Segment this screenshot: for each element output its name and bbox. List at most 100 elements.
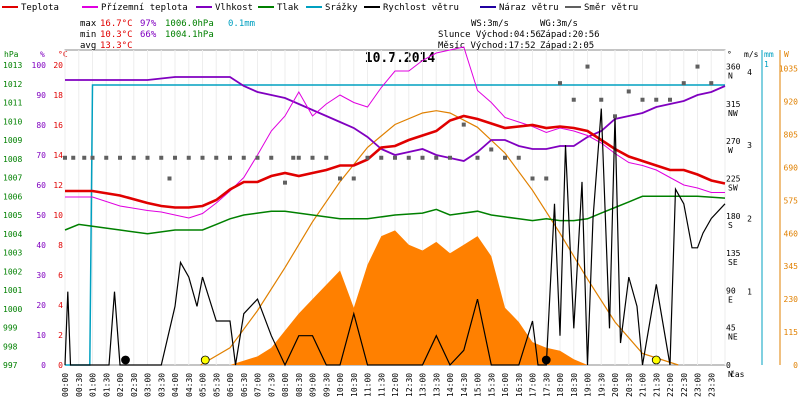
- tick-label-dir-compass: N: [728, 72, 733, 81]
- series-wind-speed: [64, 108, 726, 367]
- wind-dir-point: [626, 89, 631, 94]
- axis-unit-c: °C: [58, 50, 68, 59]
- legend-label-teplota: Teplota: [21, 3, 59, 13]
- wind-dir-point: [338, 176, 342, 181]
- astro-marker: [541, 355, 551, 365]
- wind-dir-point: [200, 155, 205, 160]
- wind-dir-point: [159, 155, 164, 160]
- wind-dir-point: [365, 155, 370, 160]
- tick-label-c: 10: [53, 211, 63, 220]
- tick-label-time: 12:00: [391, 373, 400, 397]
- tick-label-time: 11:30: [377, 373, 386, 397]
- wind-dir-point: [214, 155, 219, 160]
- tick-label-time: 15:00: [474, 373, 483, 397]
- stats-ws: WS:3m/s: [471, 19, 509, 29]
- tick-label-time: 10:00: [336, 373, 345, 397]
- stats-min-temp: 10.3°C: [100, 30, 133, 40]
- tick-label-dir: 270: [726, 137, 741, 146]
- tick-label-time: 05:00: [199, 373, 208, 397]
- tick-label-time: 14:00: [446, 373, 455, 397]
- tick-label-time: 06:00: [226, 373, 235, 397]
- tick-label-time: 21:30: [652, 373, 661, 397]
- wind-dir-point: [379, 155, 384, 160]
- tick-label-hpa: 1005: [3, 211, 22, 220]
- tick-label-w: 1035: [779, 65, 798, 74]
- tick-label-w: 460: [784, 229, 799, 238]
- tick-label-w: 805: [784, 130, 799, 139]
- tick-label-ms: 2: [747, 214, 752, 223]
- axis-unit-w: W: [784, 50, 789, 59]
- wind-dir-point: [709, 81, 714, 86]
- tick-label-time: 00:30: [75, 373, 84, 397]
- tick-label-c: 2: [58, 331, 63, 340]
- tick-label-dir: 180: [726, 212, 741, 221]
- wind-dir-point: [241, 155, 246, 160]
- wind-dir-point: [145, 155, 150, 160]
- tick-label-hpa: 998: [3, 342, 18, 351]
- wind-dir-point: [63, 155, 67, 160]
- tick-label-hpa: 1002: [3, 267, 22, 276]
- tick-label-c: 0: [58, 361, 63, 370]
- tick-label-c: 6: [58, 271, 63, 280]
- series-temperature: [65, 114, 726, 209]
- wind-dir-point: [475, 155, 480, 160]
- tick-label-pct: 10: [36, 331, 46, 340]
- tick-label-pct: 90: [36, 91, 46, 100]
- tick-label-dir: 90: [726, 286, 736, 295]
- wind-dir-point: [104, 155, 109, 160]
- tick-label-c: 12: [53, 181, 63, 190]
- tick-label-time: 22:30: [680, 373, 689, 397]
- wind-dir-point: [503, 155, 507, 160]
- wind-dir-point: [668, 97, 672, 102]
- wind-dir-point: [654, 97, 659, 102]
- stats-max-press: 1006.0hPa: [165, 19, 214, 29]
- tick-label-time: 18:30: [570, 373, 579, 397]
- wind-dir-point: [695, 64, 700, 69]
- stats-wg: WG:3m/s: [540, 19, 578, 29]
- tick-label-c: 14: [53, 151, 63, 160]
- tick-label-hpa: 1001: [3, 286, 22, 295]
- tick-label-dir-compass: N: [728, 370, 733, 379]
- tick-label-w: 230: [784, 295, 799, 304]
- series-layer: [63, 46, 726, 367]
- tick-label-w: 0: [793, 361, 798, 370]
- stats-min-label: min: [80, 30, 96, 40]
- tick-label-time: 19:00: [584, 373, 593, 397]
- axis-unit-time: čas: [730, 369, 745, 379]
- stats-max-rain: 0.1mm: [228, 19, 255, 29]
- tick-label-dir-compass: E: [728, 295, 733, 304]
- wind-dir-point: [530, 176, 535, 181]
- legend-label-vlhkost: Vlhkost: [215, 3, 253, 13]
- tick-label-time: 17:30: [542, 373, 551, 397]
- wind-dir-point: [420, 155, 425, 160]
- tick-label-hpa: 1009: [3, 136, 22, 145]
- tick-label-dir-compass: SW: [728, 183, 738, 192]
- wind-dir-point: [434, 155, 439, 160]
- tick-label-w: 115: [784, 328, 799, 337]
- wind-dir-point: [448, 155, 452, 160]
- wind-dir-point: [599, 97, 604, 102]
- tick-label-hpa: 1008: [3, 155, 22, 164]
- wind-dir-point: [283, 180, 287, 185]
- wind-dir-point: [71, 155, 76, 160]
- tick-label-time: 04:00: [171, 373, 180, 397]
- axis-unit-hpa: hPa: [4, 50, 19, 59]
- tick-label-dir: 45: [726, 324, 736, 333]
- tick-label-dir: 315: [726, 100, 741, 109]
- stats-avg-label: avg: [80, 41, 96, 51]
- tick-label-c: 20: [53, 61, 63, 70]
- tick-label-w: 345: [784, 262, 799, 271]
- wind-dir-point: [571, 97, 576, 102]
- series-ground-temp: [65, 46, 725, 219]
- tick-label-pct: 40: [36, 241, 46, 250]
- tick-label-time: 14:30: [460, 373, 469, 397]
- wind-dir-point: [461, 122, 466, 127]
- tick-label-c: 16: [53, 121, 63, 130]
- tick-label-hpa: 1012: [3, 80, 22, 89]
- wind-dir-point: [296, 155, 301, 160]
- series-theoretical-solar: [200, 110, 679, 366]
- axis-unit-pct: %: [40, 50, 45, 59]
- tick-label-c: 4: [58, 301, 63, 310]
- wind-dir-point: [291, 155, 296, 160]
- series-pressure: [64, 195, 726, 235]
